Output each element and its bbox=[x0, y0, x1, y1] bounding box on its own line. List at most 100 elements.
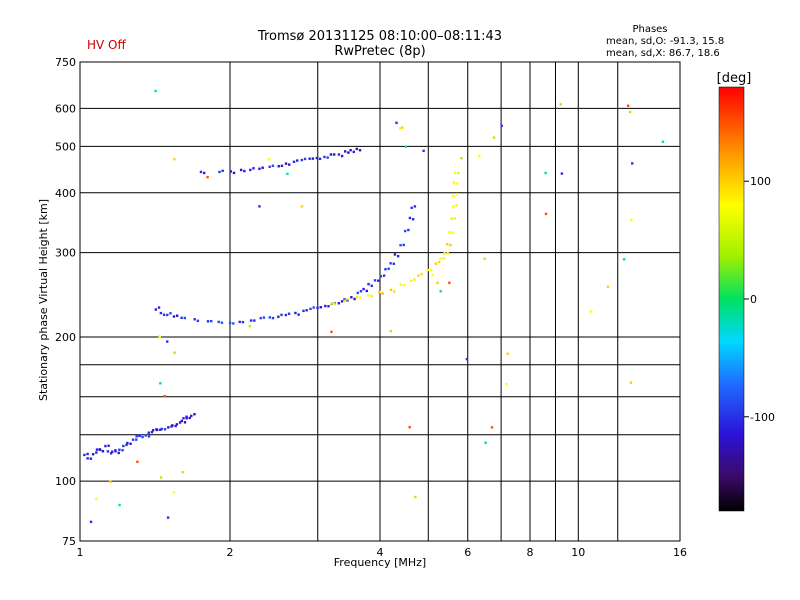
data-point bbox=[362, 287, 365, 291]
data-point bbox=[106, 450, 110, 453]
data-point bbox=[402, 284, 406, 287]
data-point bbox=[453, 217, 457, 220]
data-point bbox=[387, 267, 390, 270]
x-tick-label: 8 bbox=[527, 546, 534, 559]
data-point bbox=[159, 382, 162, 385]
data-point bbox=[302, 309, 305, 313]
data-point bbox=[95, 497, 98, 501]
data-point bbox=[455, 192, 458, 196]
data-point bbox=[413, 278, 416, 281]
data-point bbox=[340, 300, 344, 303]
data-point bbox=[630, 218, 633, 221]
data-point bbox=[312, 306, 315, 309]
data-point bbox=[367, 282, 370, 286]
data-point bbox=[241, 320, 245, 324]
data-point bbox=[144, 434, 147, 437]
data-point bbox=[333, 302, 336, 305]
data-point bbox=[353, 297, 356, 301]
data-point bbox=[180, 316, 183, 320]
data-point bbox=[284, 313, 288, 317]
data-point bbox=[183, 421, 187, 424]
y-tick-labels: 75 100 200 300 400 500 600 750 bbox=[55, 56, 76, 548]
data-point bbox=[350, 296, 353, 299]
data-point bbox=[292, 160, 296, 164]
data-point bbox=[308, 157, 311, 160]
data-point bbox=[422, 149, 425, 153]
data-point bbox=[414, 495, 417, 499]
data-point bbox=[326, 156, 329, 159]
data-point bbox=[163, 428, 167, 431]
data-point bbox=[399, 243, 402, 247]
data-point bbox=[238, 320, 241, 324]
data-point bbox=[359, 290, 363, 293]
y-tick-label: 100 bbox=[55, 475, 76, 488]
data-point bbox=[157, 306, 161, 309]
data-point bbox=[249, 319, 253, 322]
data-point bbox=[403, 229, 407, 233]
data-point bbox=[261, 166, 264, 169]
data-point bbox=[154, 308, 158, 311]
data-point bbox=[370, 294, 373, 298]
data-point bbox=[162, 313, 166, 316]
data-point bbox=[83, 453, 86, 457]
data-point bbox=[327, 305, 330, 308]
data-point bbox=[171, 424, 174, 427]
data-point bbox=[355, 147, 359, 151]
colorbar-tick-label: 0 bbox=[750, 293, 757, 306]
grid-lines bbox=[80, 62, 680, 541]
data-point bbox=[343, 299, 347, 302]
colorbar: [deg] 100 0 -100 bbox=[717, 71, 775, 512]
data-point bbox=[181, 471, 184, 474]
data-point bbox=[180, 419, 183, 423]
data-point bbox=[384, 268, 387, 271]
data-point bbox=[460, 157, 463, 160]
data-point bbox=[449, 243, 452, 247]
data-point bbox=[280, 164, 284, 168]
data-point bbox=[399, 283, 403, 286]
data-point bbox=[262, 316, 266, 319]
data-point bbox=[349, 148, 352, 152]
colorbar-gradient bbox=[718, 86, 745, 512]
data-point bbox=[490, 426, 494, 429]
x-tick-label: 6 bbox=[464, 546, 471, 559]
x-tick-labels: 1 2 4 6 8 10 16 bbox=[77, 546, 688, 559]
data-point bbox=[448, 281, 451, 284]
data-point bbox=[173, 157, 176, 161]
data-point bbox=[437, 260, 441, 264]
data-point bbox=[483, 257, 486, 260]
data-point bbox=[155, 428, 159, 432]
data-point bbox=[150, 430, 154, 434]
y-tick-label: 500 bbox=[55, 140, 76, 153]
data-point bbox=[286, 172, 289, 176]
data-point bbox=[426, 268, 430, 272]
data-point bbox=[218, 170, 221, 174]
stats-o-line: mean, sd,O: -91.3, 15.8 bbox=[606, 36, 724, 47]
data-point bbox=[443, 252, 446, 255]
data-point bbox=[389, 262, 392, 265]
data-point bbox=[446, 242, 449, 246]
data-point bbox=[89, 520, 93, 524]
plot-area bbox=[79, 61, 681, 542]
data-point bbox=[478, 154, 481, 158]
data-point bbox=[167, 426, 170, 429]
data-point bbox=[500, 124, 503, 127]
data-point bbox=[295, 159, 299, 162]
x-tick-label: 16 bbox=[673, 546, 687, 559]
data-point bbox=[172, 315, 176, 318]
data-point bbox=[252, 167, 255, 170]
data-point bbox=[163, 394, 166, 398]
data-point bbox=[332, 153, 336, 156]
data-point bbox=[185, 417, 188, 420]
data-point bbox=[622, 258, 626, 261]
data-point bbox=[118, 448, 121, 451]
data-point bbox=[452, 181, 455, 184]
data-point bbox=[329, 302, 333, 305]
data-point bbox=[370, 284, 373, 287]
data-point bbox=[199, 170, 203, 174]
data-point bbox=[417, 274, 420, 277]
data-point bbox=[434, 262, 438, 265]
data-point bbox=[323, 155, 326, 159]
status-label: HV Off bbox=[87, 38, 126, 52]
data-point bbox=[288, 163, 291, 166]
